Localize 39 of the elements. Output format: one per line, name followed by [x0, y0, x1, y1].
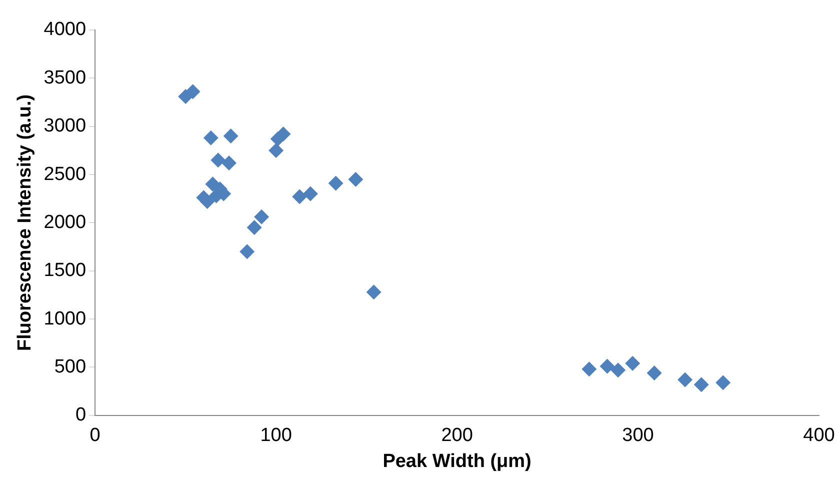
point — [678, 372, 693, 388]
point — [716, 375, 731, 390]
y-tick-label: 4000 — [44, 19, 86, 40]
point — [610, 362, 626, 378]
point — [328, 176, 344, 191]
point — [185, 84, 200, 100]
x-axis-title: Peak Width (μm) — [382, 450, 532, 472]
point — [292, 189, 308, 204]
point — [366, 284, 382, 300]
y-tick-label: 3500 — [44, 67, 86, 88]
point — [240, 244, 255, 260]
point — [302, 186, 318, 202]
x-tick-label: 0 — [90, 425, 100, 446]
point — [625, 356, 640, 371]
point — [582, 362, 597, 377]
x-tick-label: 400 — [803, 425, 835, 446]
point — [200, 194, 215, 210]
y-tick-label: 3000 — [44, 116, 86, 137]
point — [223, 128, 238, 144]
x-tick-label: 300 — [622, 425, 654, 446]
point — [348, 172, 364, 187]
y-tick-label: 0 — [75, 404, 86, 426]
point — [221, 155, 236, 170]
point — [646, 366, 662, 381]
y-tick-label: 500 — [54, 356, 86, 378]
point — [254, 209, 270, 224]
y-tick-label: 1000 — [44, 308, 86, 330]
x-tick-label: 200 — [441, 425, 473, 446]
y-tick-label: 2000 — [44, 212, 86, 233]
point — [203, 130, 218, 146]
y-tick-label: 1500 — [44, 260, 86, 282]
point — [600, 358, 615, 374]
y-axis-title: Fluorescence Intensity (a.u.) — [14, 94, 36, 351]
point — [268, 142, 284, 158]
point — [210, 152, 226, 168]
point — [694, 377, 709, 392]
x-tick-label: 100 — [260, 425, 292, 446]
point — [246, 220, 262, 236]
y-tick-label: 2500 — [44, 164, 86, 185]
